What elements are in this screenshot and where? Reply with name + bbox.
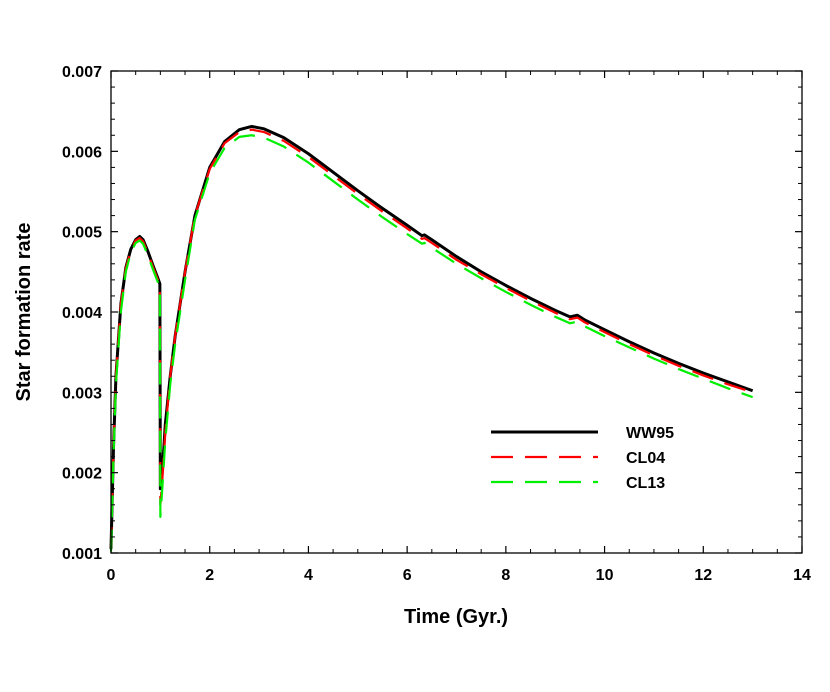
legend-label-cl04: CL04 — [626, 450, 665, 467]
legend-label-ww95: WW95 — [626, 425, 674, 442]
plot-frame — [110, 70, 803, 554]
x-tick-label: 8 — [501, 567, 510, 584]
y-tick-label: 0.001 — [62, 546, 102, 563]
y-tick-label: 0.003 — [62, 385, 102, 402]
axes-layer: 0 2 4 6 8 10 12 14 0.001 0.002 0.003 0.004 0.005 0.00… — [62, 64, 811, 584]
series-line-cl13 — [109, 134, 754, 552]
y-axis-title: Star formation rate — [13, 223, 35, 402]
y-tick-label: 0.005 — [62, 225, 102, 242]
y-tick-label: 0.004 — [62, 305, 102, 322]
legend-label-cl13: CL13 — [626, 475, 665, 492]
x-tick-label: 10 — [596, 567, 614, 584]
series-line-cl04 — [109, 128, 753, 550]
x-tick-label: 4 — [304, 567, 313, 584]
x-tick-label: 0 — [107, 567, 116, 584]
series-line-ww95 — [109, 124, 754, 550]
legend: WW95 CL04 CL13 — [491, 425, 674, 492]
y-tick-label: 0.007 — [62, 64, 102, 81]
y-tick-label: 0.006 — [62, 144, 102, 161]
y-tick-label: 0.002 — [62, 466, 102, 483]
x-axis-title: Time (Gyr.) — [404, 606, 508, 628]
x-tick-label: 6 — [403, 567, 412, 584]
x-tick-label: 2 — [205, 567, 214, 584]
x-tick-label: 12 — [694, 567, 712, 584]
series-layer — [109, 124, 754, 552]
x-tick-label: 14 — [793, 567, 811, 584]
